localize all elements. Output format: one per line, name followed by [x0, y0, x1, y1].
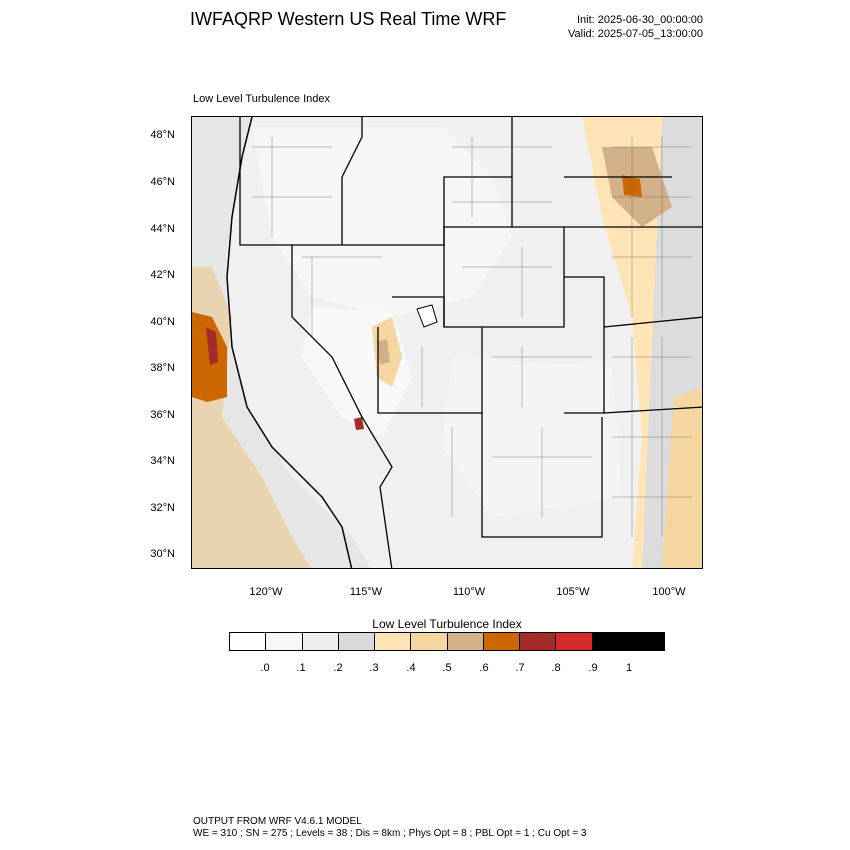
colorbar-label: .5	[442, 662, 452, 674]
colorbar	[229, 632, 665, 651]
colorbar-box	[520, 633, 557, 650]
colorbar-label: .2	[333, 662, 343, 674]
northwest-land	[252, 127, 512, 317]
lon-label-115w: 115°W	[349, 586, 383, 598]
colorbar-box	[338, 633, 375, 650]
lat-label-32n: 32°N	[150, 502, 175, 514]
lat-label-42n: 42°N	[150, 269, 175, 281]
colorbar-label: .1	[296, 662, 306, 674]
lat-label-34n: 34°N	[150, 455, 175, 467]
colorbar-box	[230, 633, 267, 650]
great-salt-lake	[416, 304, 438, 328]
map-panel	[191, 116, 703, 569]
colorbar-box	[556, 633, 593, 650]
lat-label-40n: 40°N	[150, 316, 175, 328]
nevada-peak-spot	[354, 417, 364, 430]
init-time: Init: 2025-06-30_00:00:00	[577, 14, 703, 26]
colorbar-label: .4	[406, 662, 416, 674]
colorbar-box	[266, 633, 303, 650]
colorbar-box	[592, 633, 629, 650]
utah-moderate-area	[377, 339, 390, 365]
colorbar-box	[302, 633, 339, 650]
colorbar-label: 1	[625, 662, 633, 674]
footer-config-line: WE = 310 ; SN = 275 ; Levels = 38 ; Dis …	[193, 828, 587, 839]
colorbar-label: .9	[588, 662, 598, 674]
colorbar-box	[483, 633, 520, 650]
lat-label-36n: 36°N	[150, 409, 175, 421]
colorbar-title: Low Level Turbulence Index	[372, 617, 522, 631]
colorbar-box	[447, 633, 484, 650]
colorbar-box	[375, 633, 412, 650]
plot-title: IWFAQRP Western US Real Time WRF	[190, 9, 507, 29]
county-lines	[252, 137, 692, 537]
map-canvas	[192, 117, 702, 568]
lat-label-38n: 38°N	[150, 362, 175, 374]
lon-label-105w: 105°W	[556, 586, 590, 598]
colorbar-label: .6	[479, 662, 489, 674]
southeast-turbulence-band	[662, 387, 702, 568]
southwest-land	[442, 357, 622, 517]
field-label: Low Level Turbulence Index	[193, 93, 330, 105]
state-borders	[239, 117, 702, 568]
run-time-info: Init: 2025-06-30_00:00:00 Valid: 2025-07…	[568, 13, 703, 41]
coastline	[226, 117, 353, 568]
lat-label-48n: 48°N	[150, 129, 175, 141]
colorbar-label: .8	[551, 662, 561, 674]
colorbar-box	[628, 633, 664, 650]
lat-label-30n: 30°N	[150, 548, 175, 560]
lon-label-100w: 100°W	[652, 586, 686, 598]
lat-label-46n: 46°N	[150, 176, 175, 188]
colorbar-label: .7	[515, 662, 525, 674]
colorbar-label: .3	[369, 662, 379, 674]
model-footer: OUTPUT FROM WRF V4.6.1 MODEL WE = 310 ; …	[193, 816, 586, 840]
colorbar-box	[411, 633, 448, 650]
lon-label-110w: 110°W	[452, 586, 486, 598]
lat-label-44n: 44°N	[150, 223, 175, 235]
valid-time: Valid: 2025-07-05_13:00:00	[568, 28, 703, 40]
coastal-peak-turbulence	[206, 327, 218, 365]
colorbar-label: .0	[260, 662, 270, 674]
lon-label-120w: 120°W	[249, 586, 283, 598]
footer-model-line: OUTPUT FROM WRF V4.6.1 MODEL	[193, 816, 362, 827]
